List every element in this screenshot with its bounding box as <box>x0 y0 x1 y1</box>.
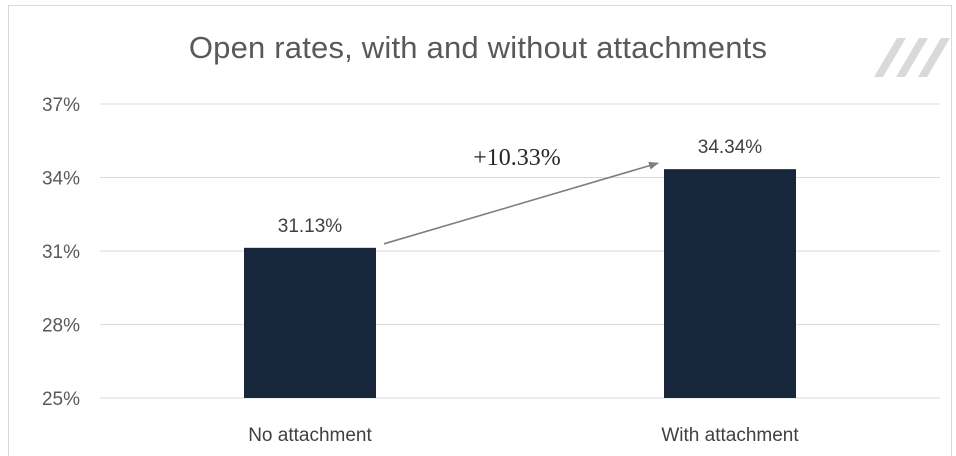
chart-frame <box>8 5 952 456</box>
logo-stripe <box>896 38 928 77</box>
y-tick-label: 28% <box>42 316 80 337</box>
growth-annotation: +10.33% <box>473 145 561 171</box>
bar <box>244 247 376 398</box>
data-label: 31.13% <box>278 216 343 237</box>
y-tick-label: 25% <box>42 389 80 410</box>
data-label: 34.34% <box>698 137 763 158</box>
logo-stripe <box>918 38 950 77</box>
y-tick-label: 37% <box>42 95 80 116</box>
x-tick-label: With attachment <box>661 425 799 446</box>
bar <box>664 169 796 398</box>
logo-stripe <box>874 38 906 77</box>
growth-arrow <box>383 161 659 245</box>
chart-title: Open rates, with and without attachments <box>188 30 768 65</box>
y-tick-label: 31% <box>42 242 80 263</box>
x-tick-label: No attachment <box>248 425 372 446</box>
y-tick-label: 34% <box>42 169 80 190</box>
diagonal-stripes-logo-icon <box>874 38 950 77</box>
